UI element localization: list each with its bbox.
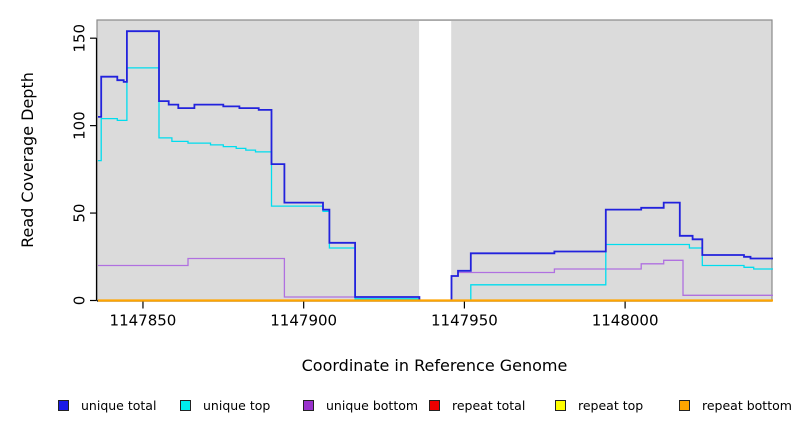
- x-tick-label: 1147950: [431, 312, 498, 330]
- x-axis-title: Coordinate in Reference Genome: [301, 356, 568, 375]
- x-tick-label: 1147850: [110, 312, 177, 330]
- masked-gap-region: [419, 21, 452, 301]
- y-tick-label: 100: [71, 111, 89, 140]
- y-tick-label: 0: [71, 296, 89, 306]
- series-line-unique-total: [98, 30, 773, 302]
- y-tick-label: 150: [70, 24, 88, 53]
- x-tick-label: 1147900: [270, 312, 337, 330]
- y-tick-label: 50: [70, 204, 88, 223]
- x-tick-label: 1148000: [592, 312, 659, 330]
- y-axis-title: Read Coverage Depth: [18, 72, 37, 248]
